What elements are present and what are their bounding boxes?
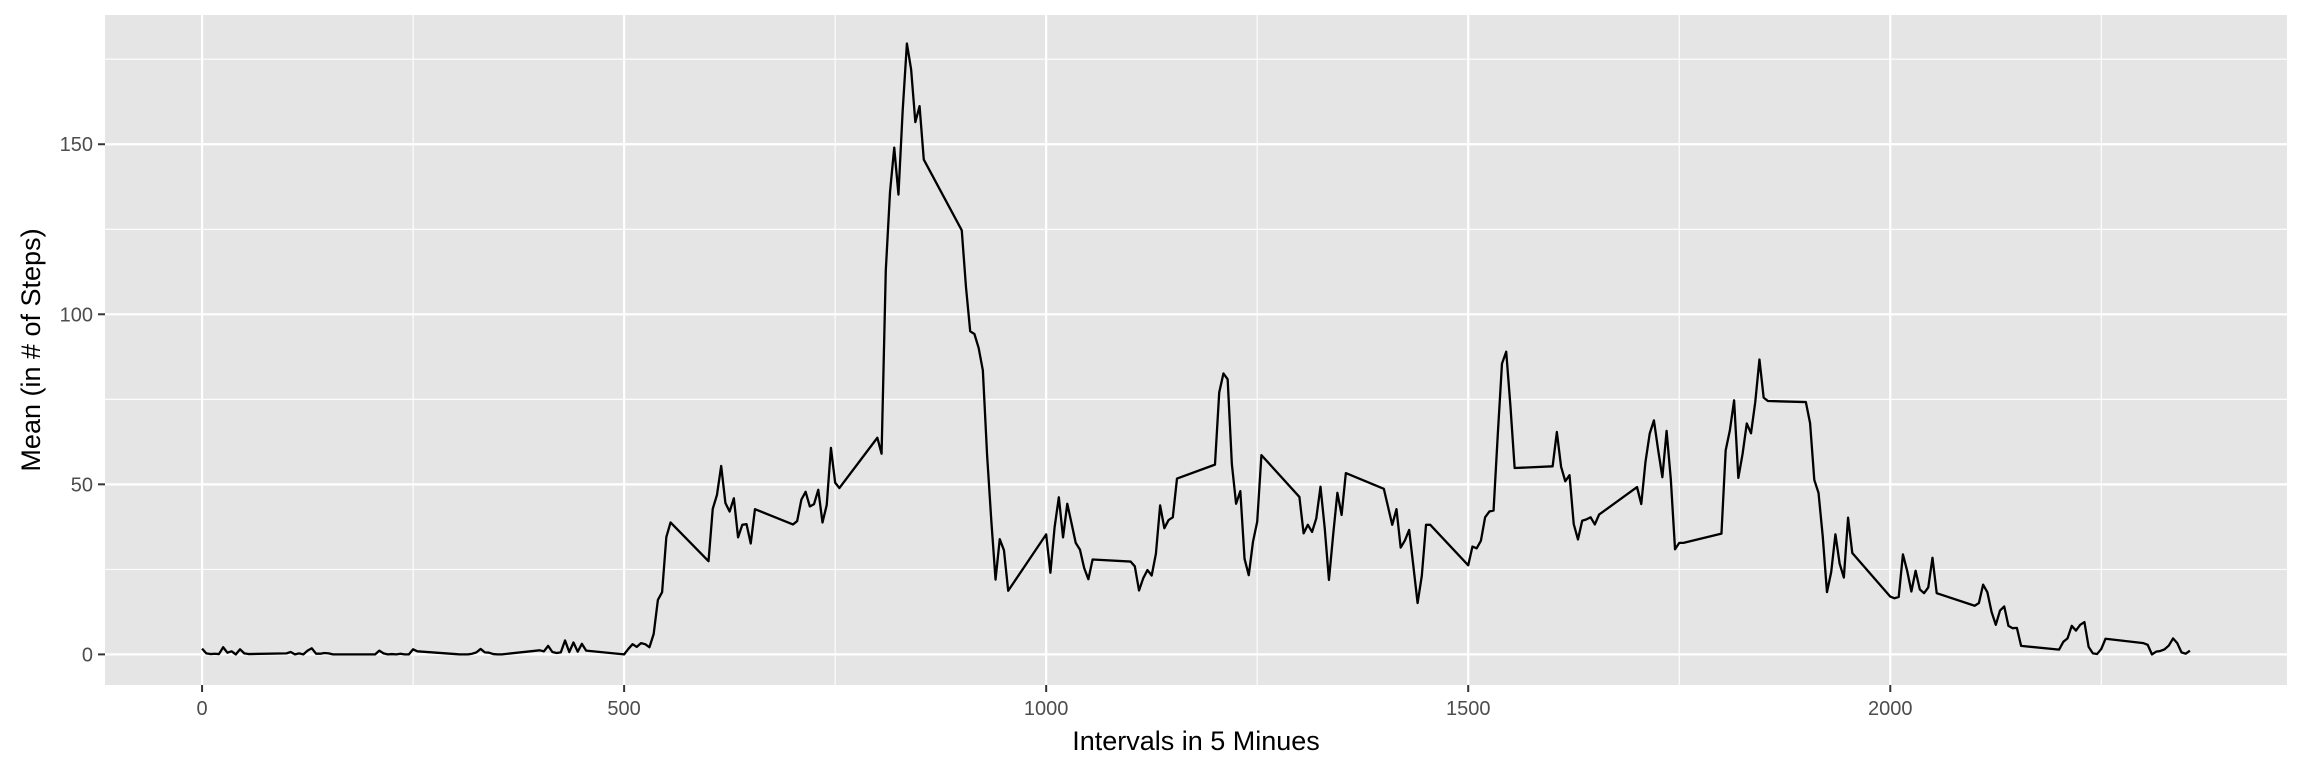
x-tick-label: 0 [197,698,208,720]
series-layer [201,42,2191,656]
plot-panel [105,15,2287,685]
minor-gridlines [105,15,2287,685]
y-tick-label: 150 [60,134,93,156]
y-axis: 0 50 100 150 [60,134,105,666]
y-tick-label: 50 [71,474,93,496]
series-line [201,42,2191,656]
x-axis-title: Intervals in 5 Minues [1072,726,1320,756]
x-tick-label: 1500 [1446,698,1491,720]
x-tick-label: 500 [607,698,640,720]
x-tick-label: 1000 [1024,698,1069,720]
major-gridlines [105,15,2287,685]
x-axis: 0 500 1000 1500 2000 [197,685,1913,720]
x-tick-label: 2000 [1868,698,1913,720]
y-tick-label: 100 [60,304,93,326]
y-axis-title: Mean (in # of Steps) [16,228,46,471]
y-tick-label: 0 [82,644,93,666]
